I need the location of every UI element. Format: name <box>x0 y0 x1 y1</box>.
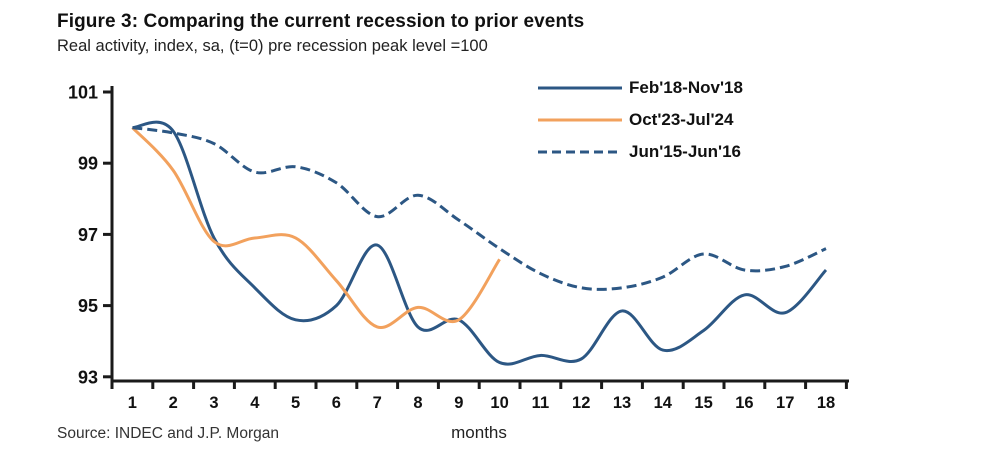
y-tick-label: 99 <box>78 154 98 174</box>
y-tick-label: 93 <box>78 367 98 387</box>
x-tick-label: 2 <box>169 394 178 412</box>
x-tick-label: 18 <box>817 394 835 412</box>
x-tick-label: 3 <box>209 394 218 412</box>
x-tick-label: 1 <box>128 394 137 412</box>
x-tick-label: 10 <box>490 394 508 412</box>
legend-item-jun15: Jun'15-Jun'16 <box>538 136 743 168</box>
x-tick-label: 11 <box>532 394 549 412</box>
legend-item-feb18: Feb'18-Nov'18 <box>538 72 743 104</box>
legend-line-dashed-blue-icon <box>538 150 622 154</box>
x-tick-label: 16 <box>735 394 753 412</box>
x-tick-label: 5 <box>291 394 300 412</box>
figure-subtitle: Real activity, index, sa, (t=0) pre rece… <box>57 37 488 55</box>
series-line-0 <box>132 120 828 366</box>
series-line-1 <box>131 126 501 329</box>
legend-line-solid-blue-icon <box>538 86 622 90</box>
legend-item-oct23: Oct'23-Jul'24 <box>538 104 743 136</box>
series-line-2 <box>132 126 827 291</box>
x-tick-label: 12 <box>572 394 590 412</box>
source-note: Source: INDEC and J.P. Morgan <box>57 425 279 442</box>
x-tick-label: 13 <box>613 394 631 412</box>
legend-label: Oct'23-Jul'24 <box>629 110 734 129</box>
x-tick-label: 6 <box>332 394 341 412</box>
figure-title: Figure 3: Comparing the current recessio… <box>57 11 585 32</box>
y-tick-label: 95 <box>78 296 98 316</box>
x-tick-label: 17 <box>776 394 794 412</box>
y-tick-label: 101 <box>68 83 98 103</box>
x-axis-title: months <box>451 423 507 442</box>
x-tick-label: 14 <box>654 394 673 412</box>
legend-line-solid-orange-icon <box>538 118 622 122</box>
y-tick-label: 97 <box>78 225 98 245</box>
x-tick-label: 8 <box>413 394 422 412</box>
x-tick-label: 7 <box>373 394 382 412</box>
x-tick-label: 15 <box>694 394 712 412</box>
legend-label: Feb'18-Nov'18 <box>629 78 743 97</box>
chart-legend: Feb'18-Nov'18 Oct'23-Jul'24 Jun'15-Jun'1… <box>538 72 743 168</box>
legend-label: Jun'15-Jun'16 <box>629 142 742 161</box>
x-tick-label: 9 <box>454 394 463 412</box>
x-tick-label: 4 <box>250 394 260 412</box>
